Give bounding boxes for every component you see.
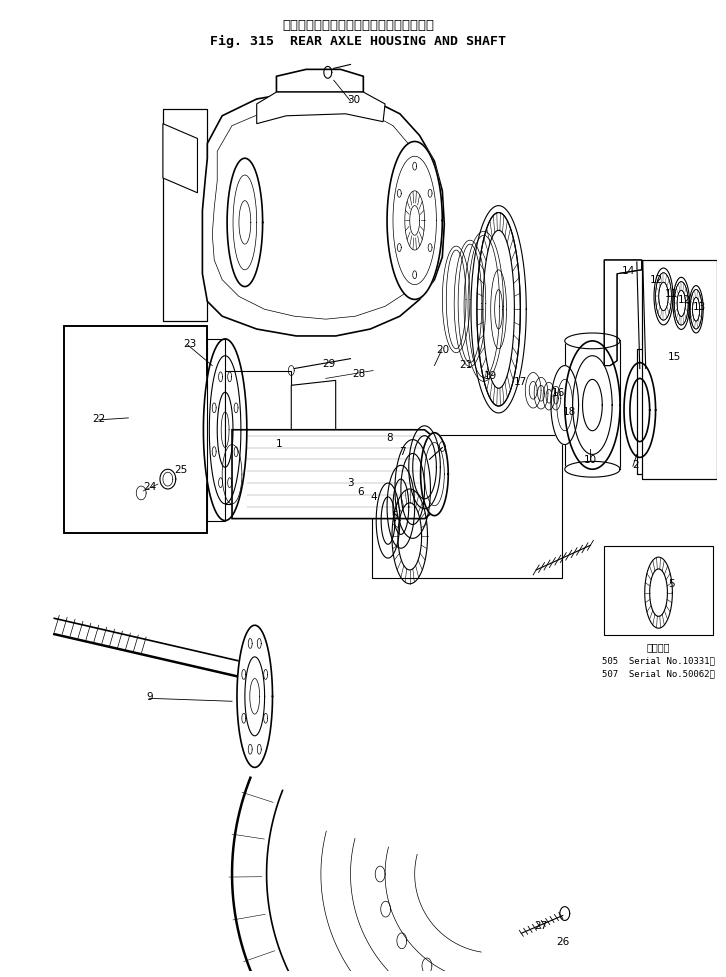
Text: 22: 22	[92, 413, 105, 423]
Polygon shape	[203, 93, 444, 337]
Polygon shape	[227, 159, 263, 287]
Polygon shape	[163, 109, 208, 321]
Text: 15: 15	[668, 352, 681, 361]
Text: 1: 1	[276, 438, 282, 448]
Text: リヤーアクスルハウジングおよびシャフト: リヤーアクスルハウジングおよびシャフト	[282, 19, 434, 32]
Text: 4: 4	[371, 491, 378, 501]
Text: 12: 12	[677, 295, 691, 305]
Text: 7: 7	[399, 447, 406, 457]
Polygon shape	[232, 430, 434, 519]
Text: 5: 5	[391, 510, 399, 520]
Text: 26: 26	[556, 936, 569, 946]
Polygon shape	[565, 334, 620, 350]
Text: 507  Serial No.50062～: 507 Serial No.50062～	[602, 669, 715, 678]
Text: 24: 24	[144, 482, 157, 491]
Text: 3: 3	[347, 478, 354, 488]
Text: 5: 5	[668, 578, 674, 588]
Polygon shape	[637, 350, 672, 475]
Text: 11: 11	[665, 289, 678, 299]
Text: 14: 14	[621, 266, 635, 276]
Text: 18: 18	[563, 406, 576, 416]
Polygon shape	[163, 124, 197, 193]
Text: 12: 12	[650, 275, 664, 284]
Text: 6: 6	[357, 487, 364, 496]
Polygon shape	[689, 286, 703, 334]
Text: 19: 19	[484, 371, 497, 381]
Polygon shape	[203, 340, 247, 521]
Text: 2: 2	[632, 460, 639, 470]
Polygon shape	[64, 326, 208, 533]
Text: 20: 20	[436, 345, 449, 355]
Polygon shape	[654, 269, 673, 325]
Text: 13: 13	[693, 302, 706, 312]
Text: 10: 10	[584, 455, 597, 465]
Polygon shape	[387, 143, 442, 300]
Polygon shape	[565, 462, 620, 478]
Bar	[604, 547, 713, 635]
Text: 28: 28	[352, 369, 365, 379]
Polygon shape	[237, 625, 272, 768]
Text: 30: 30	[347, 95, 360, 105]
Text: 29: 29	[322, 359, 335, 368]
Polygon shape	[225, 371, 306, 504]
Polygon shape	[565, 342, 620, 470]
Text: 505  Serial No.10331～: 505 Serial No.10331～	[602, 656, 715, 664]
Polygon shape	[277, 70, 363, 93]
Polygon shape	[565, 342, 620, 470]
Text: Fig. 315  REAR AXLE HOUSING AND SHAFT: Fig. 315 REAR AXLE HOUSING AND SHAFT	[211, 35, 507, 48]
Text: 25: 25	[174, 465, 187, 475]
Polygon shape	[551, 366, 579, 446]
Text: 23: 23	[183, 338, 196, 349]
Polygon shape	[673, 278, 690, 330]
Text: 適用号機: 適用号機	[647, 641, 670, 652]
Polygon shape	[257, 93, 385, 124]
Text: 9: 9	[147, 692, 153, 701]
Text: 27: 27	[534, 920, 547, 930]
Polygon shape	[604, 261, 642, 366]
Polygon shape	[291, 381, 335, 494]
Text: 8: 8	[387, 432, 393, 443]
Polygon shape	[642, 261, 717, 480]
Bar	[372, 435, 562, 578]
Polygon shape	[420, 433, 448, 516]
Text: 17: 17	[514, 377, 527, 387]
Text: 21: 21	[460, 360, 473, 369]
Text: 16: 16	[552, 388, 566, 398]
